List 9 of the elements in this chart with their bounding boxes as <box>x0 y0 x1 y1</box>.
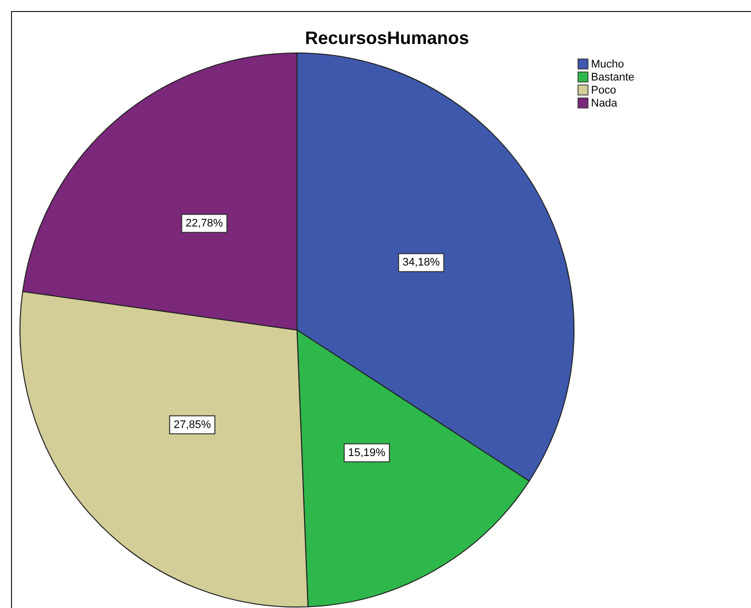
legend-label: Bastante <box>591 72 634 84</box>
legend-label: Mucho <box>591 58 624 70</box>
data-label: 34,18% <box>402 256 440 269</box>
data-label: 27,85% <box>174 418 212 431</box>
data-label: 15,19% <box>348 446 386 459</box>
legend-label: Poco <box>591 84 616 96</box>
chart-title: RecursosHumanos <box>304 28 470 48</box>
data-label: 22,78% <box>186 217 224 230</box>
legend-label: Nada <box>591 98 618 110</box>
